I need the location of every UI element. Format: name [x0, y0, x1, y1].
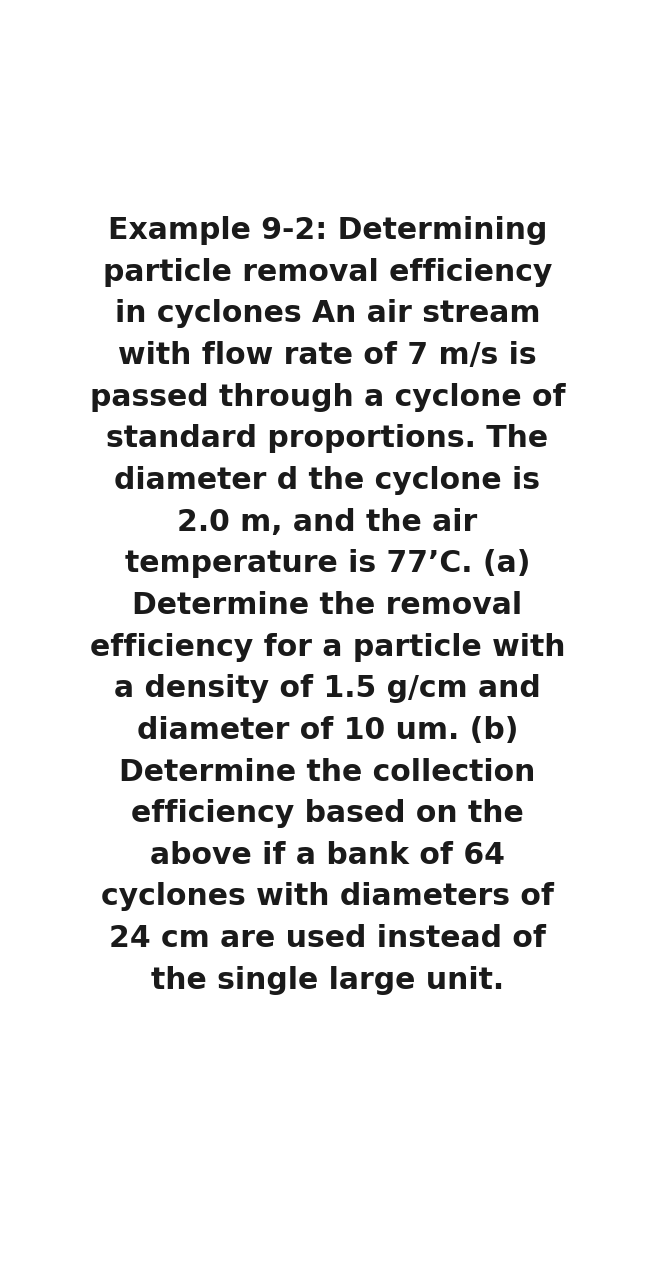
Text: Example 9-2: Determining
particle removal efficiency
in cyclones An air stream
w: Example 9-2: Determining particle remova…: [90, 216, 565, 995]
